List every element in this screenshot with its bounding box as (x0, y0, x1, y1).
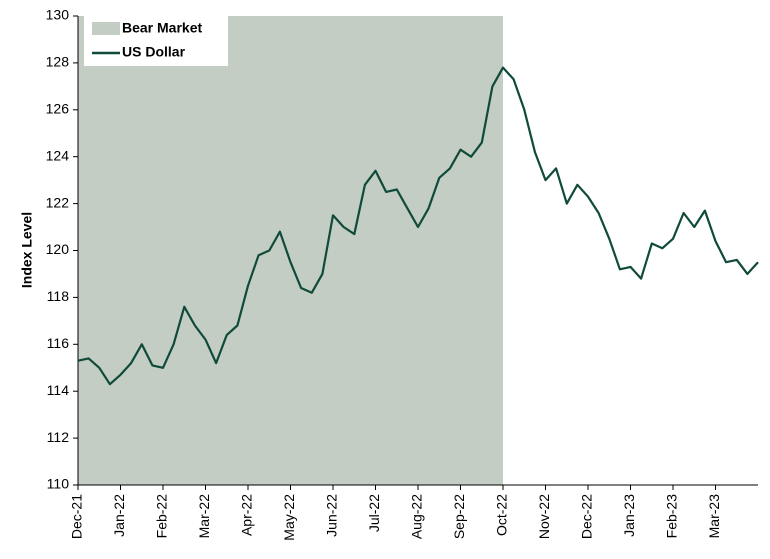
y-tick-label: 128 (46, 54, 70, 70)
x-tick-label: Feb-23 (664, 494, 680, 539)
x-tick-label: Jan-22 (111, 494, 127, 537)
y-tick-label: 126 (46, 101, 70, 117)
y-tick-label: 114 (47, 382, 70, 398)
y-tick-label: 124 (46, 147, 70, 163)
x-tick-label: Mar-23 (706, 494, 722, 539)
x-tick-label: Jul-22 (366, 494, 382, 532)
legend-label: Bear Market (122, 20, 202, 36)
x-tick-label: Dec-21 (69, 494, 85, 539)
x-tick-label: May-22 (281, 494, 297, 541)
x-tick-label: Jan-23 (621, 494, 637, 537)
legend-label: US Dollar (122, 44, 186, 60)
bear-market-band (78, 16, 503, 485)
x-tick-label: Jun-22 (324, 494, 340, 537)
y-tick-label: 120 (46, 241, 70, 257)
y-tick-label: 130 (46, 7, 70, 23)
y-tick-label: 118 (47, 288, 70, 304)
y-tick-label: 110 (47, 476, 70, 492)
legend-swatch (92, 22, 120, 35)
y-tick-label: 122 (46, 194, 70, 210)
x-tick-label: Feb-22 (154, 494, 170, 539)
x-tick-label: Nov-22 (536, 494, 552, 539)
y-tick-label: 112 (47, 429, 70, 445)
x-tick-label: Mar-22 (196, 494, 212, 539)
x-tick-label: Aug-22 (409, 494, 425, 539)
x-tick-label: Dec-22 (579, 494, 595, 539)
x-tick-label: Oct-22 (494, 494, 510, 536)
x-tick-label: Sep-22 (451, 494, 467, 539)
y-axis-label: Index Level (19, 212, 35, 288)
x-tick-label: Apr-22 (239, 494, 255, 536)
y-tick-label: 116 (47, 335, 70, 351)
us-dollar-line (77, 66, 759, 386)
